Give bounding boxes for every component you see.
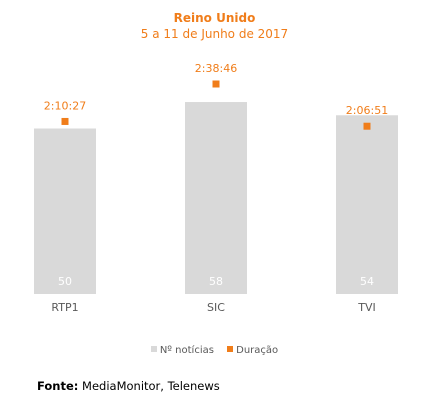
duration-label: 2:06:51: [346, 104, 388, 117]
x-tick-label: SIC: [207, 301, 225, 314]
bar-rtp1: [34, 128, 96, 294]
legend-label-noticias: Nº notícias: [159, 345, 214, 356]
duration-label: 2:10:27: [44, 99, 86, 112]
chart-title: Reino Unido: [173, 11, 256, 25]
bar-value-label: 58: [209, 275, 223, 288]
legend-swatch-bar: [150, 346, 157, 352]
bar-sic: [185, 102, 247, 295]
source-note: Fonte: MediaMonitor, Telenews: [37, 379, 220, 393]
duration-marker-tvi: [363, 122, 371, 130]
bar-value-label: 50: [58, 275, 72, 288]
source-label: Fonte:: [37, 379, 79, 393]
chart-subtitle: 5 a 11 de Junho de 2017: [140, 27, 289, 41]
duration-marker-rtp1: [61, 117, 69, 125]
legend-item-noticias: Nº notícias: [150, 345, 214, 356]
duration-label: 2:38:46: [195, 62, 237, 75]
source-text: MediaMonitor, Telenews: [82, 379, 220, 393]
bar-tvi: [336, 115, 398, 294]
duration-marker-sic: [212, 80, 220, 88]
bar-value-label: 54: [360, 275, 374, 288]
legend-label-duracao: Duração: [236, 345, 279, 356]
x-tick-label: TVI: [357, 301, 376, 314]
x-tick-label: RTP1: [51, 301, 78, 314]
legend-swatch-marker: [227, 346, 234, 352]
chart-legend: Nº notícias Duração: [0, 345, 429, 356]
legend-item-duracao: Duração: [227, 345, 278, 356]
